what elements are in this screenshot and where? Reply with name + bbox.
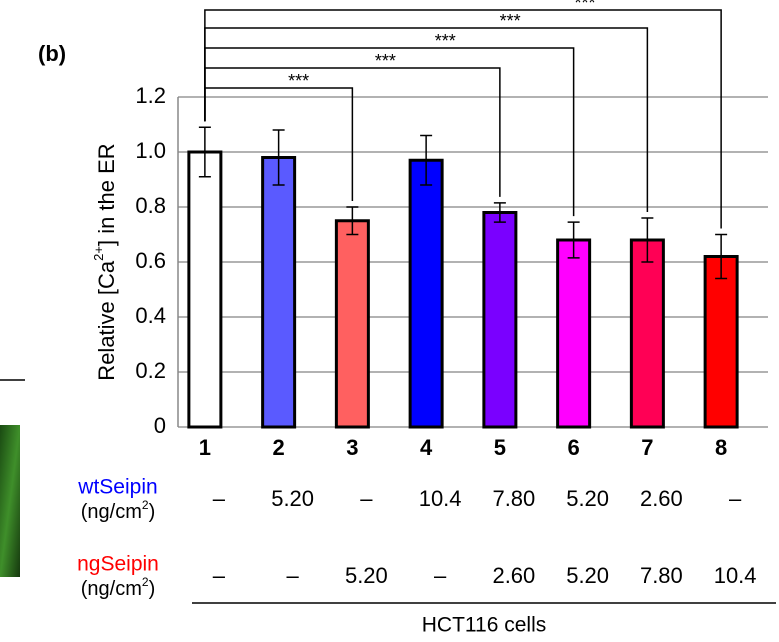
significance-bracket: [205, 48, 574, 216]
x-tick-label: 4: [420, 435, 433, 460]
x-tick-label: 5: [494, 435, 506, 460]
y-label-sup: 2+: [91, 246, 106, 261]
table-cell: –: [213, 486, 226, 511]
unit-part: (ng/cm: [81, 501, 142, 523]
bar: [705, 257, 737, 428]
y-tick-label: 0.8: [135, 193, 166, 218]
row-name: wtSeipin: [77, 476, 157, 499]
x-tick-label: 3: [346, 435, 358, 460]
y-tick-label: 0.6: [135, 248, 166, 273]
significance-label: ***: [500, 11, 521, 31]
unit-part: ): [149, 501, 156, 523]
y-tick-label: 0.4: [135, 303, 166, 328]
table-footer: HCT116 cells: [422, 614, 546, 637]
table-cell: 5.20: [566, 486, 609, 511]
bar: [558, 240, 590, 427]
bar: [410, 160, 442, 427]
y-label-part: ] in the ER: [94, 143, 119, 246]
bar: [484, 213, 516, 428]
table-cell: 10.4: [419, 486, 462, 511]
unit-part: ): [149, 578, 156, 600]
bar: [189, 152, 221, 427]
unit-part: (ng/cm: [81, 578, 142, 600]
bar: [336, 221, 368, 427]
table-cell: –: [360, 486, 373, 511]
significance-label: ***: [574, 0, 595, 13]
table-cell: –: [729, 486, 742, 511]
bar: [631, 240, 663, 427]
table-cell: 5.20: [345, 563, 388, 588]
table-cell: 5.20: [271, 486, 314, 511]
significance-label: ***: [375, 51, 396, 71]
y-axis-label: Relative [Ca2+] in the ER: [91, 143, 118, 380]
x-tick-label: 2: [273, 435, 285, 460]
table-cell: 7.80: [640, 563, 683, 588]
significance-label: ***: [288, 71, 309, 91]
x-tick-label: 8: [715, 435, 727, 460]
significance-label: ***: [435, 31, 456, 51]
x-tick-label: 7: [641, 435, 653, 460]
table-cell: –: [213, 563, 226, 588]
neighbor-image: [0, 425, 20, 577]
table-cell: 2.60: [492, 563, 535, 588]
chart: (b) Relative [Ca2+] in the ER 0 0.2 0.4 0.6…: [0, 0, 779, 642]
row-unit: (ng/cm2): [81, 498, 155, 523]
bar: [263, 158, 295, 428]
table-cell: 2.60: [640, 486, 683, 511]
y-tick-label: 0.2: [135, 358, 166, 383]
y-tick-label: 0: [154, 413, 166, 438]
table-cell: 5.20: [566, 563, 609, 588]
panel-label: (b): [38, 41, 66, 66]
x-tick-label: 6: [568, 435, 580, 460]
table-cell: 7.80: [492, 486, 535, 511]
x-tick-label: 1: [199, 435, 211, 460]
table-cell: –: [434, 563, 447, 588]
row-name: ngSeipin: [77, 553, 159, 576]
table-cell: 10.4: [714, 563, 757, 588]
y-label-part: Relative [Ca: [94, 260, 119, 381]
y-tick-label: 1.2: [135, 83, 166, 108]
row-unit: (ng/cm2): [81, 575, 155, 600]
table-cell: –: [287, 563, 300, 588]
y-tick-label: 1.0: [135, 138, 166, 163]
